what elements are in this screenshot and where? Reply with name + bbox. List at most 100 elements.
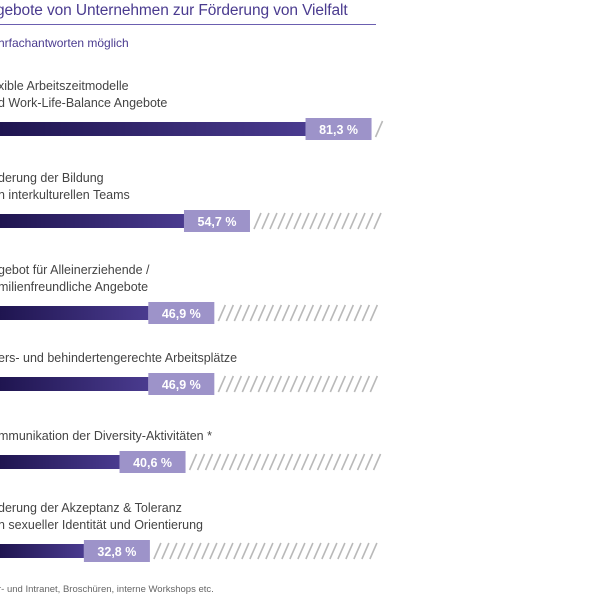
hatch-line xyxy=(276,453,286,471)
hatch-line xyxy=(365,212,374,230)
hatch-line xyxy=(261,212,270,230)
hatch-line xyxy=(329,542,338,560)
bar xyxy=(0,306,149,320)
hatch-line xyxy=(305,375,315,393)
hatch-line xyxy=(268,453,278,471)
bar xyxy=(0,455,120,469)
hatch-line xyxy=(225,542,234,560)
hatch-line xyxy=(289,375,299,393)
hatch-line xyxy=(364,453,374,471)
hatch-line xyxy=(337,375,347,393)
hatch-line xyxy=(373,212,382,230)
hatch-line xyxy=(313,304,323,322)
data-label: 40,6 % xyxy=(133,456,172,470)
hatch-line xyxy=(293,212,302,230)
hatch-line xyxy=(269,212,278,230)
hatch-line xyxy=(325,212,334,230)
hatch-line xyxy=(257,304,267,322)
category-label-line: xible Arbeitszeitmodelle xyxy=(0,79,129,93)
hatch-line xyxy=(273,304,283,322)
hatch-line xyxy=(313,375,323,393)
hatch-line xyxy=(228,453,238,471)
data-label: 46,9 % xyxy=(162,307,201,321)
hatch-line xyxy=(357,212,366,230)
hatch-line xyxy=(265,375,275,393)
bar xyxy=(0,122,306,136)
hatch-line xyxy=(265,304,275,322)
data-label: 54,7 % xyxy=(198,215,237,229)
hatch-line xyxy=(233,304,243,322)
hatch-line xyxy=(244,453,254,471)
hatch-line xyxy=(353,304,363,322)
bar xyxy=(0,214,184,228)
hatch-line xyxy=(324,453,334,471)
hatch-line xyxy=(345,375,355,393)
category-label-line: mmunikation der Diversity-Aktivitäten * xyxy=(0,429,212,443)
hatch-line xyxy=(329,375,339,393)
hatch-line xyxy=(353,542,362,560)
value-box xyxy=(148,302,215,324)
value-box xyxy=(148,373,215,395)
hatch-line xyxy=(356,453,366,471)
hatch-line xyxy=(273,542,282,560)
hatch-line xyxy=(289,542,298,560)
value-box xyxy=(305,118,372,140)
hatch-line xyxy=(340,453,350,471)
category-label-line: n sexueller Identität und Orientierung xyxy=(0,518,203,532)
hatch-line xyxy=(353,375,363,393)
hatch-line xyxy=(225,375,235,393)
hatch-line xyxy=(225,304,235,322)
hatch-line xyxy=(348,453,358,471)
hatch-line xyxy=(281,375,291,393)
chart-title: gebote von Unternehmen zur Förderung von… xyxy=(0,2,348,19)
hatch-line xyxy=(201,542,210,560)
bar xyxy=(0,544,84,558)
hatch-line xyxy=(204,453,214,471)
hatch-line xyxy=(188,453,198,471)
category-label-line: ers- und behindertengerechte Arbeitsplät… xyxy=(0,351,238,365)
hatch-line xyxy=(253,212,262,230)
hatch-line xyxy=(236,453,246,471)
hatch-line xyxy=(252,453,262,471)
hatch-line xyxy=(361,375,371,393)
value-box xyxy=(83,540,150,562)
category-label-line: d Work-Life-Balance Angebote xyxy=(0,96,168,110)
hatch-line xyxy=(281,304,291,322)
value-box xyxy=(119,451,186,473)
hatch-line xyxy=(305,304,315,322)
hatch-line xyxy=(212,453,222,471)
category-label: derung der Akzeptanz & Toleranz n sexuell… xyxy=(0,500,203,534)
hatch-line xyxy=(369,542,378,560)
hatch-line xyxy=(337,304,347,322)
category-label: ers- und behindertengerechte Arbeitsplät… xyxy=(0,350,237,367)
hatch-line xyxy=(284,453,294,471)
hatch-line xyxy=(369,304,379,322)
hatch-line xyxy=(241,304,251,322)
hatch-line xyxy=(369,375,379,393)
category-label: gebot für Alleinerziehende / milienfreund… xyxy=(0,262,150,296)
category-label-line: milienfreundliche Angebote xyxy=(0,280,149,294)
hatch-line xyxy=(277,212,286,230)
hatch-line xyxy=(241,542,250,560)
hatch-line xyxy=(169,542,178,560)
category-label-line: derung der Akzeptanz & Toleranz xyxy=(0,501,182,515)
hatch-line xyxy=(260,453,270,471)
category-label: mmunikation der Diversity-Aktivitäten * xyxy=(0,428,212,445)
footnote: r- und Intranet, Broschüren, interne Wor… xyxy=(0,584,214,595)
hatch-line xyxy=(309,212,318,230)
hatch-line xyxy=(297,375,307,393)
hatch-line xyxy=(249,542,258,560)
hatch-line xyxy=(313,542,322,560)
hatch-line xyxy=(341,212,350,230)
hatch-line xyxy=(217,375,227,393)
hatch-line xyxy=(217,542,226,560)
hatch-line xyxy=(329,304,339,322)
hatch-line xyxy=(337,542,346,560)
hatch-line xyxy=(233,542,242,560)
hatch-line xyxy=(177,542,186,560)
hatch-line xyxy=(185,542,194,560)
category-label: derung der Bildung n interkulturellen Tea… xyxy=(0,170,130,204)
hatch-line xyxy=(321,304,331,322)
hatch-line xyxy=(233,375,243,393)
